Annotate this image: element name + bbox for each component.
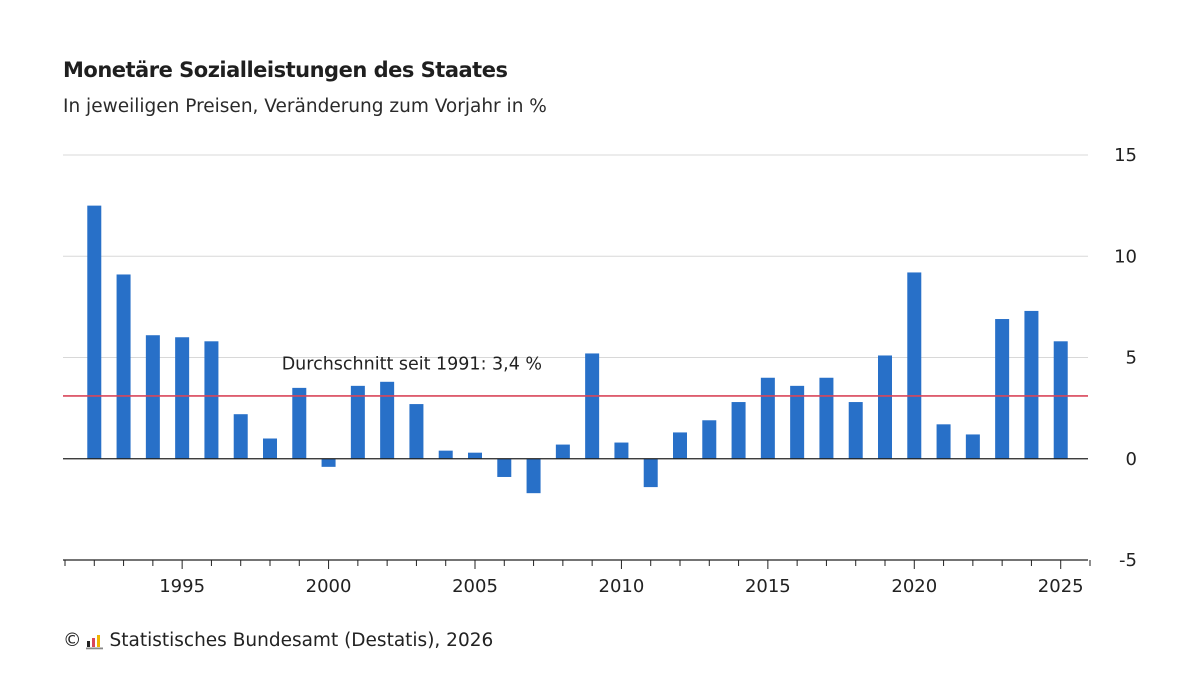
bar-1996 bbox=[204, 341, 219, 459]
bar-2015 bbox=[760, 377, 775, 459]
bar-2007 bbox=[526, 458, 541, 494]
bar-1999 bbox=[292, 387, 307, 459]
bar-2014 bbox=[731, 402, 746, 459]
bar-2023 bbox=[995, 319, 1010, 459]
y-axis-labels: 15 10 5 0 -5 bbox=[1114, 145, 1137, 571]
bar-1995 bbox=[175, 337, 190, 459]
x-tick-label: 2020 bbox=[891, 576, 937, 597]
bars bbox=[87, 205, 1068, 494]
bar-2013 bbox=[702, 420, 717, 459]
bar-2021 bbox=[936, 424, 951, 459]
grid-lines bbox=[63, 154, 1088, 358]
bar-2011 bbox=[643, 458, 658, 488]
x-axis-labels: 1995 2000 2005 2010 2015 2020 2025 bbox=[159, 576, 1083, 597]
bar-2012 bbox=[673, 432, 687, 459]
y-tick-label: 15 bbox=[1114, 145, 1137, 166]
bar-1993 bbox=[116, 274, 131, 459]
bar-2019 bbox=[878, 355, 892, 459]
bar-2001 bbox=[350, 385, 365, 459]
bar-2024 bbox=[1024, 310, 1039, 459]
bar-2003 bbox=[409, 404, 424, 459]
x-tick-label: 2025 bbox=[1038, 576, 1084, 597]
bar-2025 bbox=[1053, 341, 1068, 459]
footer: © Statistisches Bundesamt (Destatis), 20… bbox=[63, 630, 493, 651]
bar-1997 bbox=[233, 414, 248, 459]
bar-2010 bbox=[614, 442, 629, 459]
bar-2017 bbox=[819, 377, 834, 459]
y-tick-label: 5 bbox=[1126, 348, 1137, 369]
average-line-group: Durchschnitt seit 1991: 3,4 % bbox=[63, 355, 1088, 397]
average-label: Durchschnitt seit 1991: 3,4 % bbox=[282, 355, 542, 375]
x-tick-label: 2015 bbox=[745, 576, 791, 597]
chart-title: Monetäre Sozialleistungen des Staates bbox=[63, 58, 508, 82]
bar-2018 bbox=[848, 402, 863, 459]
x-tick-label: 1995 bbox=[159, 576, 205, 597]
y-tick-label: 10 bbox=[1114, 246, 1137, 267]
bar-2020 bbox=[907, 272, 922, 459]
x-tick-label: 2000 bbox=[306, 576, 352, 597]
destatis-logo-icon bbox=[85, 634, 103, 649]
bar-2009 bbox=[585, 353, 600, 459]
y-tick-label: -5 bbox=[1119, 550, 1137, 571]
y-tick-label: 0 bbox=[1126, 449, 1137, 470]
x-tick-label: 2005 bbox=[452, 576, 498, 597]
bar-1992 bbox=[87, 205, 102, 459]
chart-subtitle: In jeweiligen Preisen, Veränderung zum V… bbox=[63, 96, 547, 117]
bar-2022 bbox=[965, 434, 980, 459]
bar-2008 bbox=[555, 444, 570, 459]
bar-1994 bbox=[145, 335, 160, 459]
source-text: Statistisches Bundesamt (Destatis), 2026 bbox=[109, 630, 494, 651]
bar-2002 bbox=[380, 381, 395, 459]
bar-2004 bbox=[438, 450, 453, 459]
bar-2006 bbox=[497, 458, 512, 477]
bar-1998 bbox=[263, 438, 277, 459]
bar-2000 bbox=[321, 458, 336, 467]
bar-2005 bbox=[468, 452, 482, 459]
copyright-symbol: © bbox=[63, 630, 82, 651]
x-tick-label: 2010 bbox=[599, 576, 645, 597]
x-axis bbox=[63, 458, 1091, 569]
bar-2016 bbox=[790, 385, 805, 459]
